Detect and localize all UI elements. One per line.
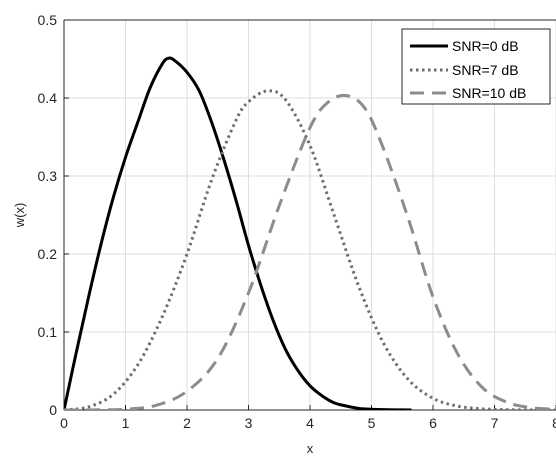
data-series xyxy=(64,56,556,410)
x-tick-label: 4 xyxy=(306,415,314,431)
y-tick-label: 0.2 xyxy=(38,246,58,262)
series-line-snr-10db xyxy=(64,93,556,410)
x-tick-label: 8 xyxy=(552,415,556,431)
y-tick-label: 0 xyxy=(49,402,57,418)
x-tick-label: 7 xyxy=(491,415,499,431)
x-tick-label: 1 xyxy=(122,415,130,431)
axes xyxy=(63,19,556,411)
x-tick-label: 6 xyxy=(429,415,437,431)
x-tick-label: 0 xyxy=(60,415,68,431)
x-tick-label: 2 xyxy=(183,415,191,431)
series-line-snr-7db xyxy=(64,89,556,410)
legend-label-snr-7db: SNR=7 dB xyxy=(452,62,519,78)
y-tick-label: 0.3 xyxy=(38,168,58,184)
y-axis-label: w(x) xyxy=(12,203,27,229)
y-tick-label: 0.5 xyxy=(38,12,58,28)
series-line-snr-0db xyxy=(64,56,412,410)
legend: SNR=0 dB SNR=7 dB SNR=10 dB xyxy=(401,28,551,105)
legend-label-snr-10db: SNR=10 dB xyxy=(452,85,526,101)
legend-box xyxy=(401,28,551,105)
x-tick-label: 5 xyxy=(368,415,376,431)
x-axis-label: x xyxy=(307,441,314,456)
y-tick-label: 0.1 xyxy=(38,324,58,340)
tick-labels: 0 1 2 3 4 5 6 7 8 0 0.1 0.2 0.3 0.4 0.5 xyxy=(38,12,556,431)
y-tick-label: 0.4 xyxy=(38,90,58,106)
x-tick-label: 3 xyxy=(245,415,253,431)
legend-label-snr-0db: SNR=0 dB xyxy=(452,38,519,54)
